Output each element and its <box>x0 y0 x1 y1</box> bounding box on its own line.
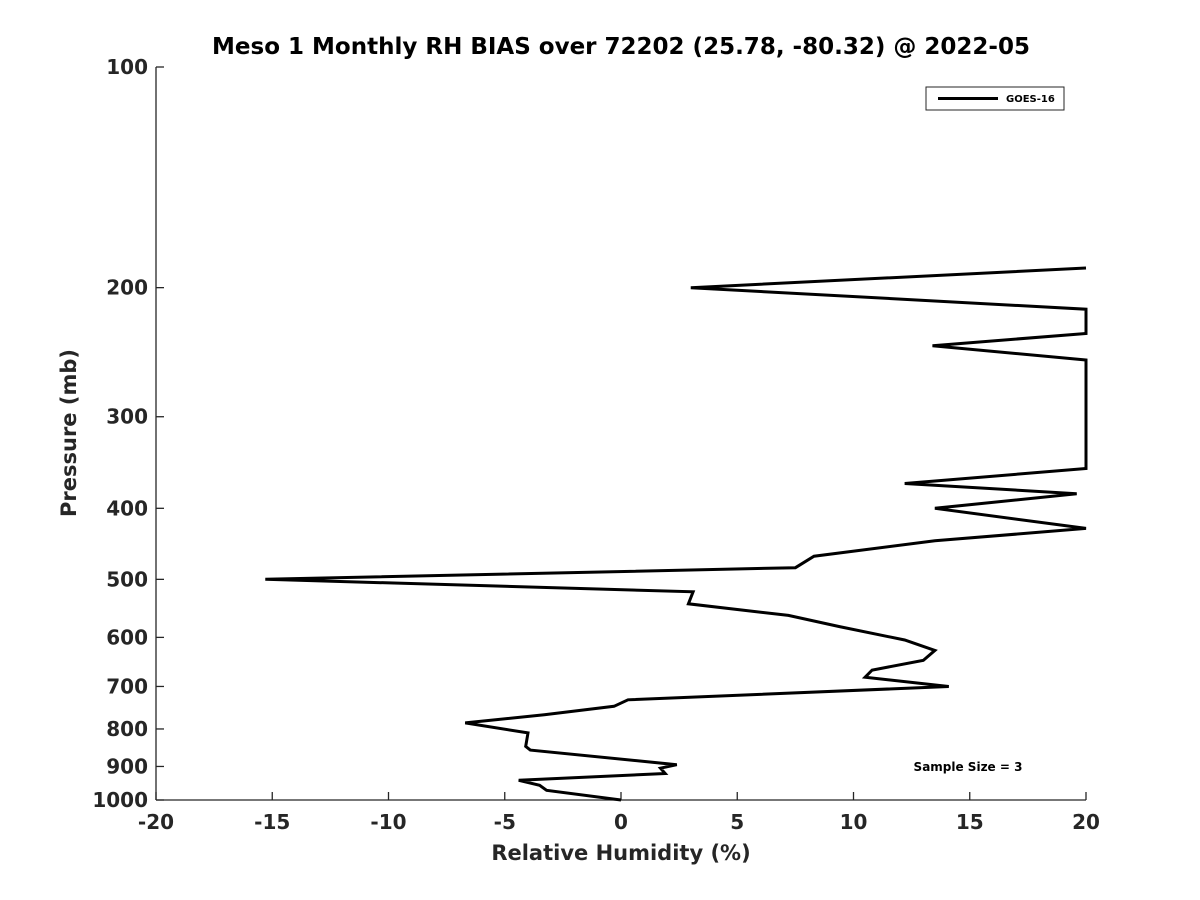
y-tick-label: 400 <box>106 496 148 520</box>
x-tick-label: 15 <box>956 810 984 834</box>
legend: GOES-16 <box>925 86 1065 111</box>
x-tick-label: -15 <box>254 810 290 834</box>
y-tick-label: 900 <box>106 754 148 778</box>
x-tick-label: 5 <box>730 810 744 834</box>
y-tick-label: 1000 <box>92 788 148 812</box>
y-tick-label: 600 <box>106 625 148 649</box>
x-tick-label: -10 <box>370 810 406 834</box>
y-tick-label: 300 <box>106 405 148 429</box>
y-axis-label: Pressure (mb) <box>57 349 81 517</box>
series-line-goes-16 <box>265 266 1088 802</box>
y-tick-label: 100 <box>106 55 148 79</box>
x-tick-label: 0 <box>614 810 628 834</box>
x-axis-label: Relative Humidity (%) <box>491 841 750 865</box>
y-tick-label: 500 <box>106 567 148 591</box>
x-tick-label: 20 <box>1072 810 1100 834</box>
x-tick-label: -5 <box>494 810 516 834</box>
chart-title: Meso 1 Monthly RH BIAS over 72202 (25.78… <box>212 34 1030 60</box>
y-tick-label: 200 <box>106 276 148 300</box>
x-ticks: -20 -15 -10 -5 0 5 10 15 20 <box>138 792 1100 834</box>
sample-size-annotation: Sample Size = 3 <box>914 760 1023 774</box>
x-tick-label: -20 <box>138 810 174 834</box>
y-ticks: 100 200 300 400 500 600 700 800 900 1000 <box>92 55 164 812</box>
x-tick-label: 10 <box>840 810 868 834</box>
legend-label-goes-16: GOES-16 <box>1006 94 1055 105</box>
y-tick-label: 800 <box>106 717 148 741</box>
y-tick-label: 700 <box>106 674 148 698</box>
